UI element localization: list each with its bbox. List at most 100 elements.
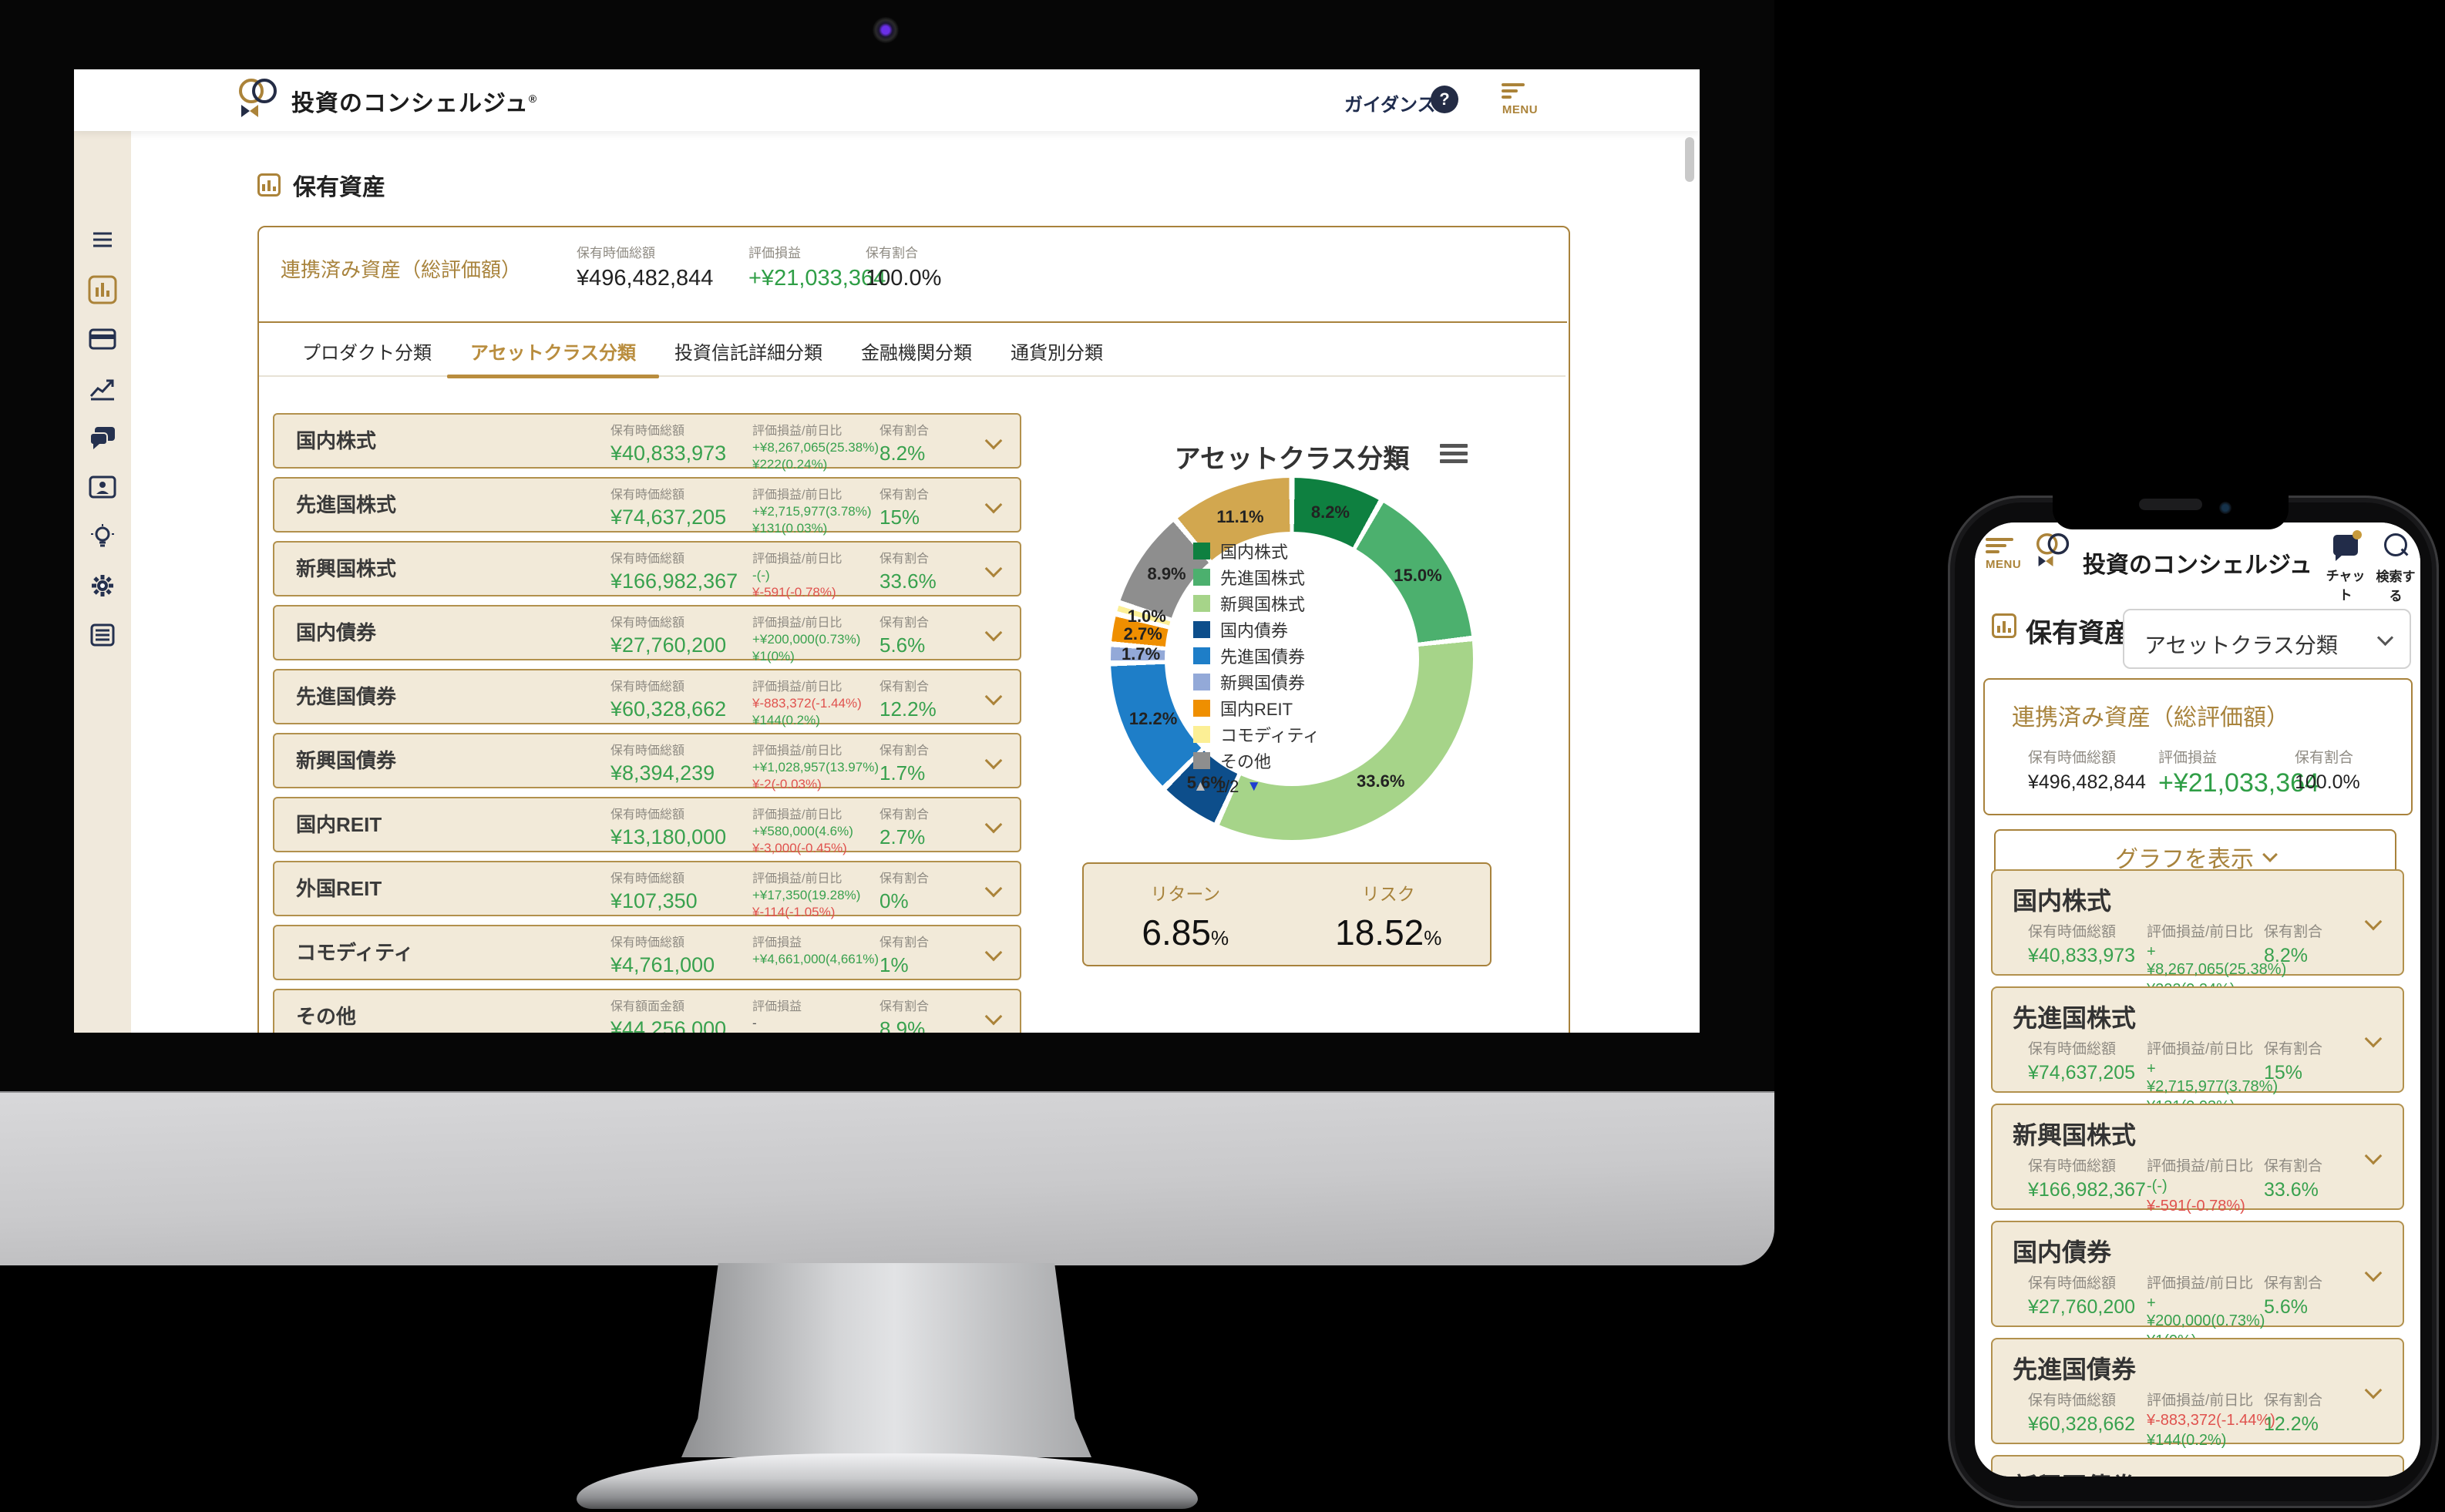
tab-1[interactable]: アセットクラス分類: [446, 331, 660, 378]
risk-metric: リスク 18.52%: [1335, 884, 1442, 953]
asset-pl: 評価損益/前日比+¥8,267,065(25.38%)¥222(0.24%): [752, 425, 879, 472]
page-down-icon[interactable]: ▼: [1246, 778, 1262, 795]
asset-pl: 評価損益/前日比 -(-) ¥-591(-0.78%): [752, 553, 842, 600]
help-icon[interactable]: ?: [1431, 86, 1458, 113]
divider: [257, 321, 1567, 323]
asset-name: 新興国株式: [2013, 1121, 2137, 1149]
asset-row[interactable]: 新興国債券 保有時価総額¥8,394,239 評価損益/前日比+¥1,028,9…: [1991, 1455, 2404, 1477]
scrollbar[interactable]: [1685, 137, 1694, 182]
category-tabs: プロダクト分類 アセットクラス分類 投資信託詳細分類 金融機関分類 通貨別分類: [301, 331, 1105, 378]
asset-ratio: 保有割合 15%: [879, 489, 930, 529]
asset-pl: 評価損益/前日比 +¥580,000(4.6%) ¥-3,000(-0.45%): [752, 808, 853, 855]
desktop-header: 投資のコンシェルジュ® ガイダンス ? MENU: [74, 69, 1700, 131]
asset-row[interactable]: 新興国株式 保有時価総額 ¥166,982,367 評価損益/前日比 -(-) ¥-5…: [273, 541, 1021, 600]
asset-row[interactable]: 新興国株式 保有時価総額 ¥166,982,367 評価損益/前日比 -(-) ¥-5…: [1991, 1104, 2404, 1215]
sidebar-item-chat[interactable]: [74, 418, 131, 458]
legend-swatch: [1193, 674, 1210, 690]
phone-chat-button[interactable]: チャット: [2323, 530, 2368, 603]
category-select[interactable]: アセットクラス分類: [2123, 609, 2411, 669]
app-logo[interactable]: 投資のコンシェルジュ®: [239, 79, 537, 123]
segment-label: 8.2%: [1310, 502, 1350, 522]
chevron-down-icon[interactable]: [984, 623, 1003, 642]
tab-4[interactable]: 通貨別分類: [1011, 343, 1104, 364]
chevron-down-icon[interactable]: [984, 496, 1003, 514]
chevron-down-icon[interactable]: [984, 943, 1003, 962]
sidebar-item-performance[interactable]: [74, 368, 131, 408]
chat-icon: [89, 427, 115, 449]
asset-row[interactable]: 国内株式 保有時価総額 ¥40,833,973 評価損益/前日比 +¥8,267,0…: [273, 413, 1021, 472]
legend-item: 国内債券: [1193, 617, 1320, 643]
asset-row[interactable]: その他 保有額面金額 ¥44,256,000 評価損益 - 保有割合 8.9%: [273, 989, 1021, 1033]
page-up-icon[interactable]: ▲: [1193, 778, 1208, 795]
asset-name: 新興国債券: [296, 749, 397, 772]
sidebar-item-menu[interactable]: [74, 220, 131, 260]
sidebar-item-news[interactable]: [74, 615, 131, 655]
tab-0[interactable]: プロダクト分類: [302, 343, 432, 364]
asset-pl: 評価損益/前日比 +¥17,350(19.28%) ¥-114(-1.05%): [752, 872, 861, 919]
chevron-down-icon[interactable]: [2364, 1147, 2383, 1165]
notification-dot: [2353, 530, 2362, 539]
sidebar-item-holdings-active[interactable]: [74, 270, 131, 310]
asset-row[interactable]: 外国REIT 保有時価総額 ¥107,350 評価損益/前日比 +¥17,350(1…: [273, 861, 1021, 919]
phone-header: MENU 投資のコンシェルジュ チャット 検索する: [1975, 522, 2420, 603]
phone-search-button[interactable]: 検索する: [2371, 533, 2420, 604]
logo-icon: [2036, 533, 2072, 572]
legend-item: コモディティ: [1193, 721, 1320, 748]
phone-notch: [2053, 496, 2289, 529]
phone-menu-button[interactable]: MENU: [1986, 535, 2026, 571]
asset-row[interactable]: 先進国株式 保有時価総額 ¥74,637,205 評価損益/前日比 +¥2,715,…: [273, 477, 1021, 536]
sidebar-item-accounts[interactable]: [74, 319, 131, 359]
guidance-link[interactable]: ガイダンス: [1344, 95, 1436, 116]
chevron-down-icon[interactable]: [984, 751, 1003, 770]
search-icon: [2384, 533, 2407, 556]
summary-ratio: 保有割合 100.0%: [866, 246, 942, 291]
asset-name: 新興国株式: [296, 557, 397, 580]
summary-market-value: 保有時価総額 ¥496,482,844: [577, 246, 714, 291]
asset-row[interactable]: 国内REIT 保有時価総額 ¥13,180,000 評価損益/前日比 +¥580,0…: [273, 797, 1021, 855]
tab-3[interactable]: 金融機関分類: [861, 343, 973, 364]
chevron-down-icon[interactable]: [2364, 912, 2383, 931]
segment-label: 15.0%: [1394, 565, 1442, 585]
logo-text: 投資のコンシェルジュ®: [291, 91, 538, 116]
chevron-down-icon[interactable]: [984, 1007, 1003, 1026]
asset-name: 国内債券: [296, 621, 377, 644]
asset-ratio: 保有割合 33.6%: [2264, 1158, 2323, 1201]
asset-pl: 評価損益/前日比 ¥-883,372(-1.44%) ¥144(0.2%): [752, 680, 862, 727]
chevron-down-icon[interactable]: [984, 879, 1003, 898]
menu-button[interactable]: MENU: [1502, 80, 1539, 116]
chevron-down-icon[interactable]: [2364, 1030, 2383, 1048]
asset-row[interactable]: 先進国株式 保有時価総額 ¥74,637,205 評価損益/前日比 +¥2,715,…: [1991, 986, 2404, 1115]
asset-pl: 評価損益/前日比 ¥-883,372(-1.44%) ¥144(0.2%): [2147, 1393, 2275, 1449]
asset-ratio: 保有割合 8.9%: [879, 1000, 930, 1033]
chevron-down-icon[interactable]: [2364, 1381, 2383, 1399]
asset-pl: 評価損益/前日比+¥2,715,977(3.78%)¥131(0.03%): [752, 489, 872, 536]
asset-row[interactable]: 先進国債券 保有時価総額 ¥60,328,662 評価損益/前日比 ¥-883,37…: [1991, 1338, 2404, 1449]
summary-market-value: 保有時価総額 ¥496,482,844: [2028, 750, 2146, 793]
asset-row[interactable]: コモディティ 保有時価総額 ¥4,761,000 評価損益 +¥4,661,000(…: [273, 925, 1021, 980]
contact-card-icon: [89, 475, 116, 499]
chevron-down-icon[interactable]: [984, 432, 1003, 450]
sidebar-item-ideas[interactable]: [74, 516, 131, 556]
tab-2[interactable]: 投資信託詳細分類: [674, 343, 823, 364]
sidebar-item-profile[interactable]: [74, 467, 131, 507]
monitor-stand: [681, 1263, 1091, 1457]
chevron-down-icon[interactable]: [984, 687, 1003, 706]
asset-row[interactable]: 国内債券 保有時価総額 ¥27,760,200 評価損益/前日比 +¥200,000…: [1991, 1221, 2404, 1349]
chart-menu-icon[interactable]: [1440, 444, 1468, 467]
chevron-down-icon[interactable]: [984, 815, 1003, 834]
chevron-down-icon[interactable]: [2364, 1264, 2383, 1282]
sidebar: [74, 131, 131, 1033]
asset-amount: 保有額面金額 ¥44,256,000: [610, 1000, 727, 1033]
sidebar-item-settings[interactable]: [74, 566, 131, 606]
holdings-icon: [257, 173, 281, 197]
asset-ratio: 保有割合 5.6%: [879, 617, 930, 657]
chevron-down-icon[interactable]: [984, 559, 1003, 578]
phone-frame: MENU 投資のコンシェルジュ チャット 検索する 保有資産 アセットクラス分類…: [1948, 496, 2439, 1508]
asset-amount: 保有時価総額 ¥8,394,239: [610, 744, 715, 785]
asset-row[interactable]: 新興国債券 保有時価総額¥8,394,239 評価損益/前日比+¥1,028,9…: [273, 733, 1021, 791]
asset-pl: 評価損益 +¥4,661,000(4,661%): [752, 936, 879, 966]
asset-row[interactable]: 国内債券 保有時価総額 ¥27,760,200 評価損益/前日比 +¥200,000…: [273, 605, 1021, 664]
asset-row[interactable]: 国内株式 保有時価総額 ¥40,833,973 評価損益/前日比 +¥8,267,0…: [1991, 869, 2404, 998]
asset-row[interactable]: 先進国債券 保有時価総額 ¥60,328,662 評価損益/前日比 ¥-883,37…: [273, 669, 1021, 727]
logo-icon: [239, 79, 281, 123]
